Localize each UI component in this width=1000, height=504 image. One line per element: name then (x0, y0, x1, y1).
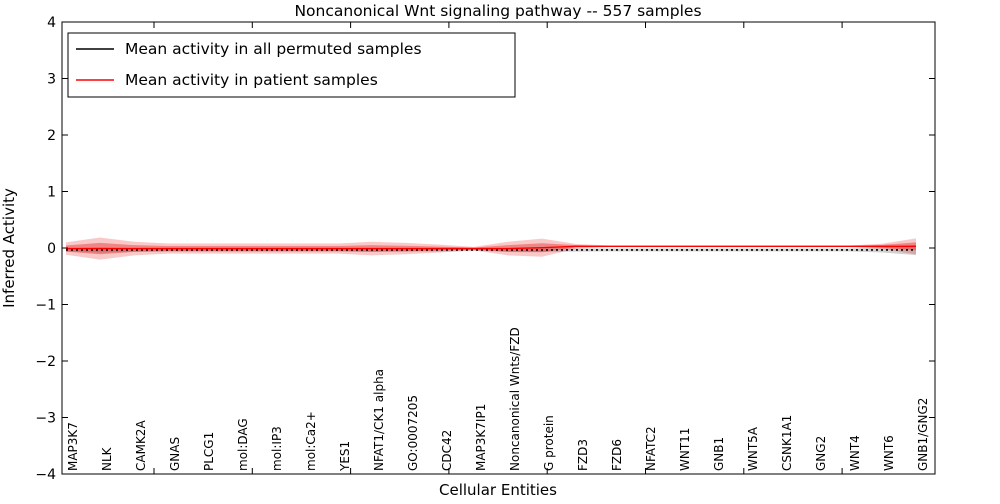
y-tick-label: −3 (35, 411, 56, 427)
legend-entry-permuted: Mean activity in all permuted samples (125, 40, 422, 58)
x-category-label: NFAT1/CK1 alpha (372, 369, 386, 471)
x-category-label: WNT6 (882, 435, 896, 471)
x-category-label: MAP3K7IP1 (474, 404, 488, 471)
x-category-label: mol:DAG (236, 418, 250, 471)
x-category-label: mol:Ca2+ (304, 411, 318, 471)
tick-marks (62, 21, 935, 475)
x-category-label: WNT5A (746, 426, 760, 471)
x-category-label: FZD3 (576, 439, 590, 471)
y-tick-label: 4 (47, 15, 56, 31)
x-category-label: CSNK1A1 (780, 415, 794, 471)
x-category-label: FZD6 (610, 439, 624, 471)
patient-mean-line (66, 245, 916, 250)
x-category-label: CAMK2A (134, 420, 148, 471)
x-axis-label: Cellular Entities (439, 481, 557, 499)
x-category-label: mol:IP3 (270, 426, 284, 471)
legend-entry-patient: Mean activity in patient samples (125, 71, 378, 89)
legend: Mean activity in all permuted samples Me… (67, 32, 516, 98)
x-category-label: CDC42 (440, 430, 454, 471)
y-tick-label: 2 (47, 128, 56, 144)
y-tick-labels: 4 3 2 1 0 −1 −2 −3 −4 (35, 15, 56, 483)
x-category-label: G protein (542, 415, 556, 471)
x-category-label: GNB1/GNG2 (916, 398, 930, 471)
x-category-label: WNT4 (848, 435, 862, 471)
y-tick-label: −2 (35, 354, 56, 370)
x-category-labels: MAP3K7 NLK CAMK2A GNAS PLCG1 mol:DAG mol:IP3 mo… (66, 327, 930, 472)
y-tick-label: −1 (35, 298, 56, 314)
x-category-label: GO:0007205 (406, 395, 420, 471)
x-category-label: WNT11 (678, 428, 692, 471)
plot-title: Noncanonical Wnt signaling pathway -- 55… (294, 2, 701, 20)
x-category-label: MAP3K7 (66, 422, 80, 471)
x-category-label: GNAS (168, 437, 182, 471)
y-tick-label: 1 (47, 185, 56, 201)
x-category-label: GNG2 (814, 436, 828, 471)
x-category-label: NLK (100, 446, 114, 471)
x-category-label: GNB1 (712, 437, 726, 471)
y-tick-label: −4 (35, 467, 56, 483)
y-tick-label: 3 (47, 72, 56, 88)
series-lines (66, 245, 916, 251)
x-category-label: PLCG1 (202, 432, 216, 471)
y-axis-label: Inferred Activity (0, 188, 18, 308)
y-tick-label: 0 (47, 241, 56, 257)
x-category-label: YES1 (338, 441, 352, 472)
x-category-label: Noncanonical Wnts/FZD (508, 327, 522, 471)
legend-box (67, 32, 516, 98)
x-category-label: NFATC2 (644, 426, 658, 471)
